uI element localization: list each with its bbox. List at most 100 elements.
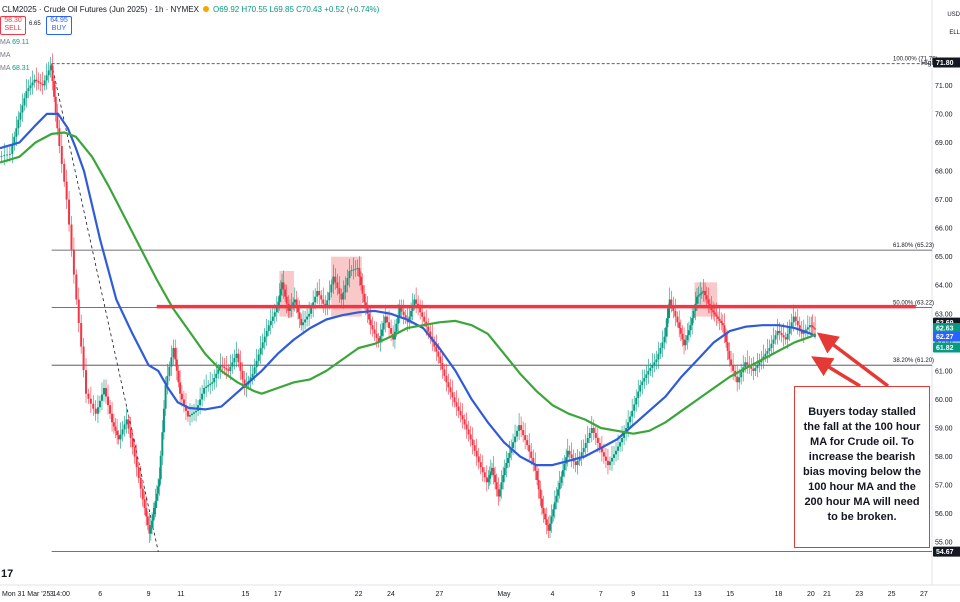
candle-body: [223, 366, 226, 369]
candle-body: [740, 372, 743, 378]
candle-body: [487, 478, 490, 483]
candle-body: [371, 325, 374, 330]
chart-header: CLM2025 · Crude Oil Futures (Jun 2025) ·…: [0, 0, 932, 18]
candle-body: [627, 422, 630, 428]
candle-body: [332, 276, 335, 285]
candle-body: [92, 403, 95, 409]
candle-body: [806, 327, 809, 330]
candle-body: [445, 375, 448, 383]
x-tick-label: 27: [920, 591, 928, 598]
candle-body: [404, 315, 407, 319]
candle-body: [193, 412, 196, 414]
candle-body: [637, 391, 640, 398]
y-tick-label: 58.00: [935, 454, 953, 461]
candle-body: [610, 457, 613, 462]
annotation-arrow: [816, 332, 890, 388]
candle-body: [700, 292, 703, 294]
candle-body: [348, 270, 351, 279]
candle-body: [481, 467, 484, 473]
candle-body: [663, 336, 666, 343]
y-tick-label: 66.00: [935, 226, 953, 233]
x-tick-label: 3: [50, 591, 54, 598]
ma-legend-2[interactable]: MA: [0, 52, 11, 59]
candle-body: [811, 326, 814, 328]
candle-body: [602, 452, 605, 457]
candle-body: [213, 378, 216, 383]
candle-body: [792, 316, 795, 323]
currency-label[interactable]: USD: [947, 12, 960, 18]
candle-body: [540, 498, 543, 508]
candle-body: [563, 463, 566, 471]
candle-body: [678, 322, 681, 329]
x-tick-label: 24: [387, 591, 395, 598]
candle-body: [427, 326, 430, 332]
candle-body: [498, 489, 501, 497]
x-tick-label: 25: [888, 591, 896, 598]
candle-body: [381, 329, 384, 336]
candle-body: [710, 308, 713, 311]
symbol-title[interactable]: CLM2025 · Crude Oil Futures (Jun 2025) ·…: [2, 4, 199, 14]
sell-button[interactable]: 58.30 SELL: [0, 16, 26, 35]
candle-body: [6, 154, 9, 156]
buy-label: BUY: [51, 25, 67, 32]
candle-body: [225, 368, 228, 370]
fib-level-label: 38.20% (61.20): [893, 358, 934, 364]
candle-body: [145, 507, 148, 517]
candle-body: [485, 477, 488, 483]
candle-body: [398, 308, 401, 316]
candle-body: [505, 462, 508, 468]
candle-body: [386, 316, 389, 323]
candle-body: [368, 313, 371, 320]
y-tick-label: 59.00: [935, 425, 953, 432]
candle-body: [681, 333, 684, 340]
candle-body: [308, 313, 311, 317]
candle-body: [177, 370, 180, 383]
candle-body: [149, 527, 152, 534]
candle-body: [746, 362, 749, 365]
candle-body: [253, 367, 256, 374]
candle-body: [292, 302, 295, 306]
candle-body: [631, 410, 634, 417]
buy-button[interactable]: 64.95 BUY: [46, 16, 72, 35]
ma-legend-3[interactable]: MA 68.31: [0, 65, 30, 72]
candle-body: [758, 362, 761, 366]
candle-body: [443, 369, 446, 376]
candle-body: [77, 299, 80, 324]
fib-level-label: 50.00% (63.22): [893, 300, 934, 306]
candle-body: [352, 269, 355, 271]
x-tick-label: 27: [435, 591, 443, 598]
candle-body: [598, 442, 601, 448]
candle-body: [704, 290, 707, 296]
candle-body: [776, 330, 779, 336]
ohlc-readout: O69.92 H70.55 L69.85 C70.43 +0.52 (+0.74…: [212, 4, 380, 14]
candle-body: [744, 362, 747, 368]
candle-body: [191, 413, 194, 416]
candle-body: [211, 382, 214, 384]
candle-body: [506, 457, 509, 463]
candle-body: [667, 308, 670, 319]
candle-body: [582, 447, 585, 453]
candle-body: [812, 327, 815, 329]
candle-body: [285, 296, 288, 304]
candle-body: [157, 486, 160, 494]
candle-body: [580, 452, 583, 457]
candle-body: [125, 419, 128, 425]
candle-body: [433, 341, 436, 347]
candle-body: [415, 299, 418, 304]
candle-body: [629, 416, 632, 423]
candle-body: [814, 328, 817, 330]
market-status-icon: [202, 6, 209, 12]
candle-body: [641, 381, 644, 386]
candle-body: [288, 308, 291, 311]
ma-legend-1[interactable]: MA 69.11: [0, 39, 29, 46]
candle-body: [702, 290, 705, 293]
candle-body: [336, 282, 339, 289]
candle-body: [756, 365, 759, 369]
candle-body: [697, 295, 700, 297]
candle-body: [282, 282, 285, 290]
candle-body: [139, 477, 142, 489]
candle-body: [668, 299, 671, 309]
candle-body: [3, 155, 6, 157]
y-tick-label: 67.00: [935, 197, 953, 204]
